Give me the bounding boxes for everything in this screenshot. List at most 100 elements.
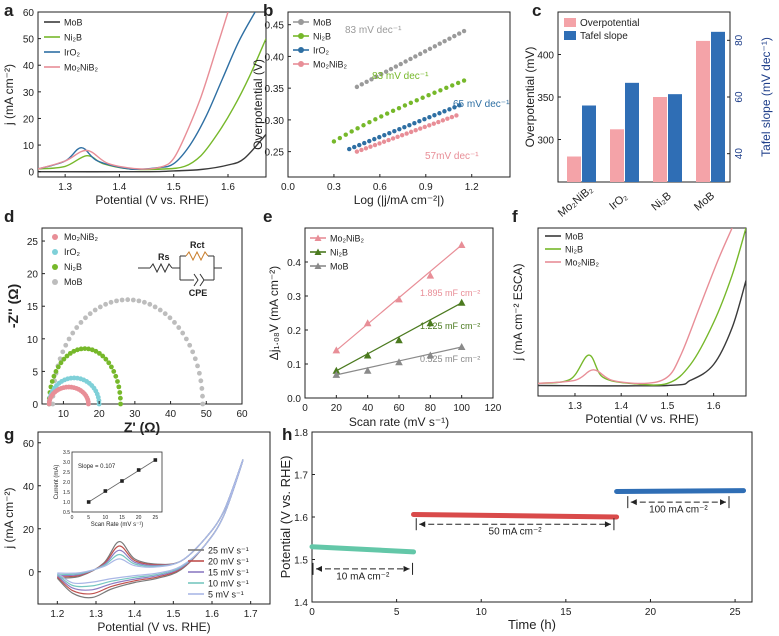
panel-c-y2tick-label: 60 <box>734 91 745 103</box>
panel-b-point-Ni₂B <box>420 95 425 100</box>
panel-b-point-Ni₂B <box>384 111 390 116</box>
panel-g-xtick-label: 1.3 <box>89 609 103 620</box>
panel-a-xlabel: Potential (V vs. RHE) <box>95 193 208 207</box>
panel-h-series <box>411 511 620 520</box>
panel-c-bar-tafel <box>711 31 725 183</box>
panel-b-point-Ni₂B <box>355 126 360 131</box>
panel-d-point-MoB <box>147 301 153 307</box>
panel-b-legend-label: MoB <box>313 18 332 28</box>
panel-c-legend-swatch <box>564 18 576 27</box>
panel-g-inset-ytick-label: 2.0 <box>63 480 70 486</box>
panel-e-xlabel: Scan rate (mV s⁻¹) <box>349 415 449 429</box>
panel-c-bar-overpotential <box>610 129 624 182</box>
panel-h-xtick-label: 20 <box>645 607 657 618</box>
panel-g-ylabel: j (mA cm⁻²) <box>2 488 16 550</box>
panel-b-point-IrO₂ <box>422 117 427 122</box>
panel-e-xtick-label: 80 <box>425 403 437 414</box>
panel-b-xtick-label: 0.6 <box>373 182 387 193</box>
panel-b-point-IrO₂ <box>377 134 382 140</box>
panel-g-inset-point <box>103 489 108 493</box>
panel-b-legend-marker <box>298 47 304 53</box>
panel-d-point-IrO₂ <box>96 398 102 403</box>
panel-d-point-Ni₂B <box>61 356 67 362</box>
panel-b-ytick-label: 0.35 <box>265 84 285 95</box>
panel-d-legend-label: Ni₂B <box>64 262 82 272</box>
panel-e-ytick-label: 0.0 <box>287 394 301 405</box>
panel-a-ytick-label: 10 <box>23 141 35 152</box>
panel-b-point-IrO₂ <box>382 132 387 138</box>
panel-b-point-MoB <box>437 41 442 46</box>
panel-c-ytick-label: 350 <box>537 93 554 104</box>
panel-g-legend-label: 5 mV s⁻¹ <box>208 590 244 600</box>
panel-h-arrow <box>720 499 726 506</box>
panel-d-ytick-label: 0 <box>32 400 38 411</box>
panel-b-point-Ni₂B <box>343 132 348 137</box>
panel-letter-f: f <box>512 207 518 226</box>
panel-h-arrow <box>604 521 611 528</box>
panel-d-point-Ni₂B <box>103 356 109 362</box>
panel-b-point-MoB <box>379 71 384 77</box>
panel-g-inset-xtick-label: 15 <box>119 515 125 521</box>
panel-c-y2tick-label: 80 <box>734 34 745 46</box>
panel-c-ytick-label: 400 <box>537 51 554 62</box>
panel-g-inset-frame <box>71 451 163 513</box>
panel-g-legend-label: 20 mV s⁻¹ <box>208 557 249 567</box>
panel-f-series-Mo₂NiB₂ <box>538 228 733 385</box>
panel-d-xtick-label: 10 <box>58 409 70 420</box>
panel-h-arrow <box>316 565 322 572</box>
panel-b-ytick-label: 0.30 <box>265 116 285 127</box>
panel-g-inset-slope: Slope = 0.107 <box>78 464 116 470</box>
panel-d-ytick-label: 20 <box>27 270 39 281</box>
panel-b-point-MoB <box>418 51 423 57</box>
panel-g-inset-xtick-label: 20 <box>136 515 142 521</box>
panel-d-xtick-label: 20 <box>94 409 106 420</box>
panel-b-point-Ni₂B <box>414 98 419 103</box>
panel-d-ylabel: -Z'' (Ω) <box>5 284 21 328</box>
panel-e-point-MoB <box>332 370 341 378</box>
panel-f-legend-label: MoB <box>565 232 584 242</box>
panel-f-legend-label: Ni₂B <box>565 245 583 255</box>
panel-letter-a: a <box>4 1 14 20</box>
panel-e-point-Mo₂NiB₂ <box>363 319 372 327</box>
panel-d-point-MoB <box>57 356 63 362</box>
panel-b-point-IrO₂ <box>387 130 392 136</box>
panel-b-point-Ni₂B <box>408 100 414 106</box>
panel-b-point-Mo₂NiB₂ <box>436 119 441 125</box>
panel-b-point-Mo₂NiB₂ <box>359 147 364 153</box>
panel-g-legend-label: 10 mV s⁻¹ <box>208 579 249 589</box>
panel-e-ytick-label: 0.4 <box>287 258 301 269</box>
panel-b-point-IrO₂ <box>417 119 422 124</box>
panel-b-point-Mo₂NiB₂ <box>368 144 373 149</box>
panel-b-ytick-label: 0.40 <box>265 52 285 63</box>
circuit-cpe <box>193 273 205 287</box>
panel-c-category-label: Mo₂NiB₂ <box>556 184 596 220</box>
panel-d-legend-label: MoB <box>64 277 83 287</box>
panel-d-point-Ni₂B <box>82 346 88 351</box>
panel-letter-c: c <box>532 1 541 20</box>
panel-h-ytick-label: 1.5 <box>294 556 308 567</box>
panel-c-category-label: MoB <box>692 190 717 214</box>
panel-d-point-Ni₂B <box>117 395 123 401</box>
panel-d-point-MoB <box>60 349 66 355</box>
panel-b-point-Mo₂NiB₂ <box>381 139 387 144</box>
panel-b-point-IrO₂ <box>412 121 417 126</box>
panel-b-point-Mo₂NiB₂ <box>440 118 446 123</box>
panel-d-point-MoB <box>200 393 205 399</box>
panel-b-ylabel: Overpotential (V) <box>251 59 265 150</box>
panel-d-point-MoB <box>103 301 109 307</box>
panel-g-inset-point <box>136 468 141 472</box>
panel-d-point-Ni₂B <box>64 353 70 359</box>
panel-e-point-Ni₂B <box>426 319 435 327</box>
panel-b-point-MoB <box>374 74 379 79</box>
panel-d-point-MoB <box>183 336 189 342</box>
panel-f-series-MoB <box>538 280 746 387</box>
panel-g-ytick-label: 40 <box>23 482 35 493</box>
panel-d-point-MoB <box>87 311 93 317</box>
panel-letter-e: e <box>263 207 272 226</box>
panel-d-point-MoB <box>162 311 168 317</box>
panel-b-point-Mo₂NiB₂ <box>399 132 405 138</box>
panel-d-point-Ni₂B <box>51 373 57 379</box>
panel-g-inset-point <box>86 500 91 504</box>
panel-e-point-MoB <box>426 351 435 359</box>
panel-letter-b: b <box>263 1 273 20</box>
